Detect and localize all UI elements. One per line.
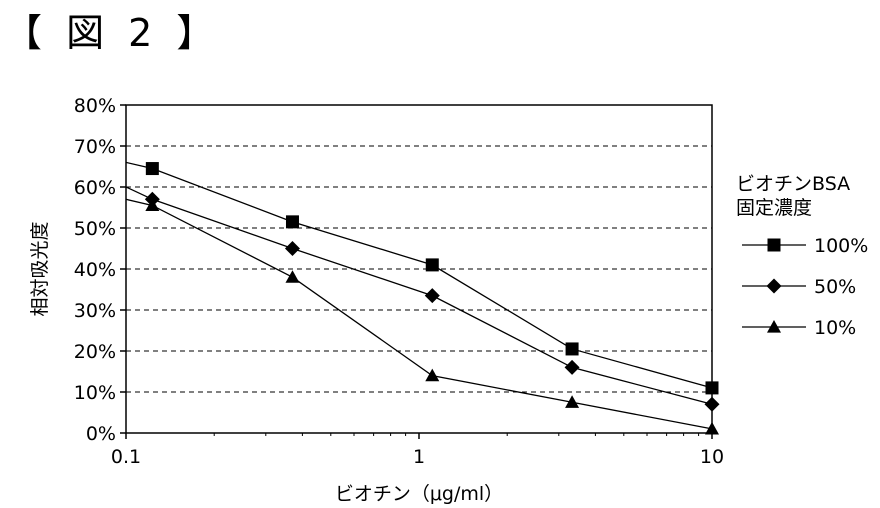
diamond-marker xyxy=(705,397,720,412)
legend-label: 10% xyxy=(814,317,856,339)
diamond-marker xyxy=(285,241,300,256)
y-tick-label: 30% xyxy=(74,300,116,322)
legend-item: 50% xyxy=(742,276,856,298)
series-triangle xyxy=(126,198,719,434)
legend-item: 10% xyxy=(742,317,856,339)
series-square xyxy=(126,162,719,394)
diamond-marker xyxy=(767,279,782,294)
square-marker xyxy=(286,215,299,228)
legend-label: 50% xyxy=(814,276,856,298)
y-tick-label: 0% xyxy=(86,423,116,445)
x-tick-label: 1 xyxy=(413,446,425,468)
square-marker xyxy=(706,381,719,394)
series-group xyxy=(126,162,720,434)
y-tick-label: 40% xyxy=(74,259,116,281)
diamond-marker xyxy=(565,360,580,375)
y-tick-label: 50% xyxy=(74,218,116,240)
x-axis-title: ビオチン（μg/ml） xyxy=(335,483,503,505)
diamond-marker xyxy=(425,288,440,303)
series-line xyxy=(126,187,712,404)
y-tick-label: 80% xyxy=(74,95,116,117)
y-axis-title: 相対吸光度 xyxy=(29,221,51,316)
y-tick-label: 10% xyxy=(74,382,116,404)
y-tick-label: 60% xyxy=(74,177,116,199)
triangle-marker xyxy=(767,320,781,333)
legend-title-line: ビオチンBSA xyxy=(736,173,850,195)
square-marker xyxy=(566,342,579,355)
series-diamond xyxy=(126,187,720,412)
square-marker xyxy=(426,258,439,271)
legend-title-line: 固定濃度 xyxy=(736,197,812,219)
triangle-marker xyxy=(425,369,439,382)
x-tick-label: 0.1 xyxy=(111,446,141,468)
grid-lines xyxy=(126,146,712,392)
series-line xyxy=(126,199,712,429)
triangle-marker xyxy=(285,270,299,283)
square-marker xyxy=(146,162,159,175)
legend-label: 100% xyxy=(814,235,868,257)
square-marker xyxy=(768,239,781,252)
legend: ビオチンBSA固定濃度100% 50% 10% xyxy=(736,173,868,339)
series-line xyxy=(126,162,712,388)
x-tick-label: 10 xyxy=(700,446,724,468)
legend-item: 100% xyxy=(742,235,868,257)
y-tick-label: 20% xyxy=(74,341,116,363)
y-tick-label: 70% xyxy=(74,136,116,158)
